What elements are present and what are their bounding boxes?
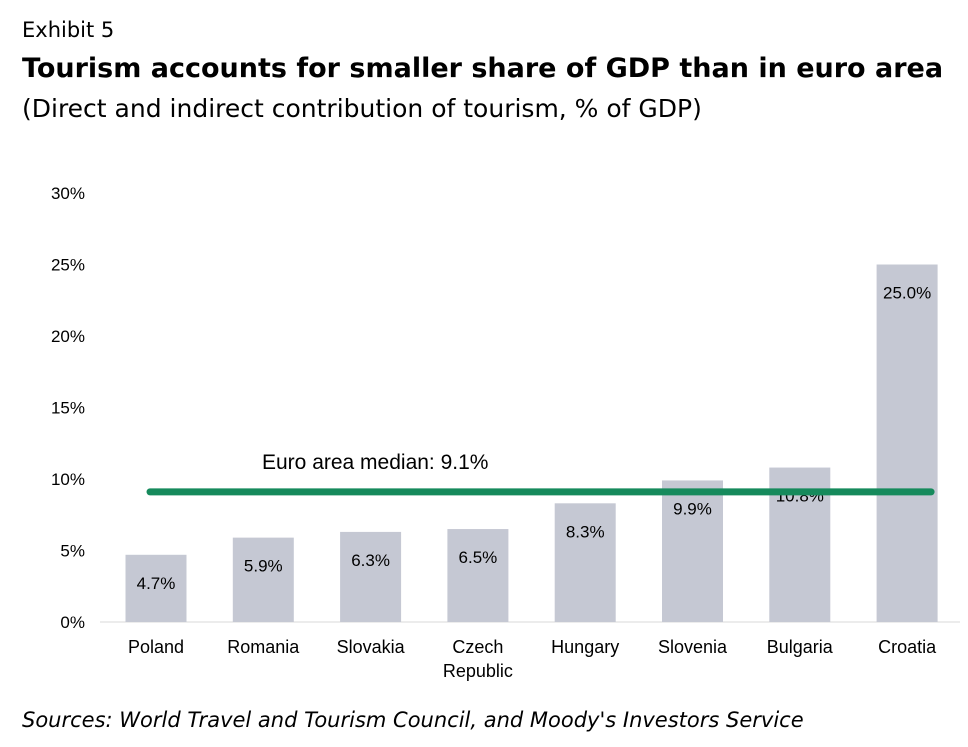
bar	[554, 503, 616, 622]
bar	[447, 529, 509, 622]
median-label: Euro area median: 9.1%	[262, 451, 488, 474]
y-tick-label: 30%	[51, 184, 85, 203]
y-tick-label: 25%	[51, 256, 85, 275]
y-tick-label: 10%	[51, 470, 85, 489]
exhibit-label: Exhibit 5	[22, 18, 115, 42]
bar-value-label: 6.5%	[459, 548, 498, 567]
bar-value-label: 25.0%	[883, 284, 931, 303]
y-tick-label: 0%	[60, 613, 85, 632]
x-tick-label: Czech Republic	[443, 637, 513, 681]
x-tick-label: Slovenia	[658, 637, 728, 657]
bar	[876, 264, 938, 622]
bar	[340, 531, 402, 622]
x-tick-label: Slovakia	[337, 637, 406, 657]
chart-subtitle: (Direct and indirect contribution of tou…	[22, 94, 702, 123]
y-tick-label: 5%	[60, 542, 85, 561]
x-tick-label: Bulgaria	[767, 637, 834, 657]
bar-value-label: 6.3%	[351, 551, 390, 570]
bar-value-label: 5.9%	[244, 557, 283, 576]
x-tick-label: Romania	[227, 637, 300, 657]
source-note: Sources: World Travel and Tourism Counci…	[22, 708, 804, 732]
bar-value-label: 9.9%	[673, 499, 712, 518]
bar	[662, 480, 723, 622]
x-tick-label: Croatia	[878, 637, 937, 657]
y-tick-label: 15%	[51, 399, 85, 418]
bar-value-label: 8.3%	[566, 522, 605, 541]
x-tick-label: Poland	[128, 637, 184, 657]
x-tick-label: Hungary	[551, 637, 619, 657]
bar-value-label: 4.7%	[137, 574, 176, 593]
bar	[125, 554, 187, 622]
y-tick-label: 20%	[51, 327, 85, 346]
chart-title: Tourism accounts for smaller share of GD…	[22, 53, 944, 84]
bar	[232, 537, 294, 622]
